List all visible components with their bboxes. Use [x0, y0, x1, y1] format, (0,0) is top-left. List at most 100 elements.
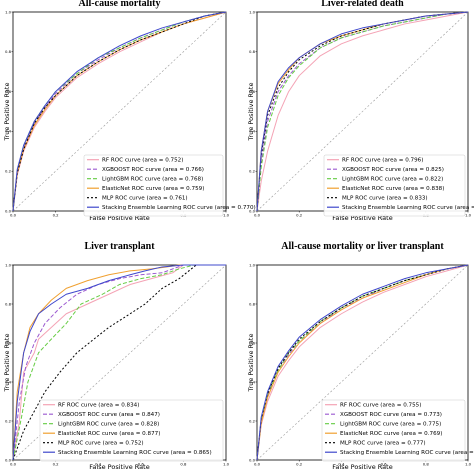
y-tick-label: 0.0 — [249, 208, 256, 213]
y-tick-label: 0.8 — [249, 49, 256, 54]
legend-entry: RF ROC curve (area = 0.834) — [58, 403, 139, 409]
y-tick-label: 0.0 — [5, 208, 12, 213]
roc-curve-series-2 — [256, 264, 469, 461]
y-tick-label: 1.0 — [5, 262, 12, 267]
x-axis-label: False Positive Rate — [332, 214, 392, 222]
legend-entry: XGBOOST ROC curve (area = 0.847) — [58, 412, 160, 418]
x-tick-label: 0.0 — [254, 213, 261, 218]
legend-entry: ElasticNet ROC curve (area = 0.877) — [58, 431, 160, 437]
x-tick-label: 0.2 — [296, 462, 303, 467]
y-axis-label: True Positive Rate — [3, 334, 11, 393]
x-axis-label: False Positive Rate — [89, 214, 149, 222]
roc-curve-series-6 — [256, 264, 469, 461]
legend-entry: RF ROC curve (area = 0.796) — [342, 158, 423, 164]
roc-curve-series-3 — [12, 264, 226, 461]
legend-entry: RF ROC curve (area = 0.752) — [102, 158, 183, 164]
y-tick-label: 0.6 — [249, 89, 256, 94]
y-tick-label: 0.2 — [249, 418, 256, 423]
y-tick-label: 0.4 — [5, 379, 12, 384]
roc-curve-series-2 — [12, 264, 226, 461]
y-tick-label: 1.0 — [5, 9, 12, 14]
y-axis-label: True Positive Rate — [247, 334, 255, 393]
x-tick-label: 1.0 — [223, 462, 230, 467]
roc-curve-series-1 — [256, 264, 469, 461]
legend-entry: MLP ROC curve (area = 0.752) — [58, 441, 144, 447]
y-axis-label: True Positive Rate — [247, 83, 255, 142]
chart-title: Liver transplant — [84, 241, 155, 252]
roc-curve-series-6 — [256, 11, 469, 212]
x-tick-label: 1.0 — [465, 462, 472, 467]
chart-title: All-cause mortality — [79, 0, 161, 9]
y-tick-label: 0.6 — [5, 340, 12, 345]
legend-entry: Stacking Ensemble Learning ROC curve (ar… — [58, 450, 212, 456]
y-tick-label: 0.8 — [249, 301, 256, 306]
x-axis-label: False Positive Rate — [332, 463, 392, 471]
y-axis-label: True Positive Rate — [3, 83, 11, 142]
x-tick-label: 0.8 — [180, 462, 187, 467]
roc-curve-series-4 — [12, 11, 227, 212]
chance-diagonal — [256, 11, 469, 212]
legend-entry: ElasticNet ROC curve (area = 0.838) — [342, 186, 444, 192]
legend-box — [321, 399, 466, 462]
x-tick-label: 0.2 — [53, 213, 60, 218]
x-tick-label: 0.0 — [254, 462, 261, 467]
legend-entry: XGBOOST ROC curve (area = 0.766) — [102, 167, 204, 173]
y-tick-label: 0.0 — [5, 457, 12, 462]
y-tick-label: 1.0 — [249, 262, 256, 267]
y-tick-label: 0.4 — [5, 129, 12, 134]
legend-entry: Stacking Ensemble Learning ROC curve (ar… — [340, 450, 474, 456]
legend-box — [83, 154, 224, 217]
legend-entry: ElasticNet ROC curve (area = 0.769) — [340, 431, 442, 437]
x-axis-label: False Positive Rate — [89, 463, 149, 471]
chart-panel-4: All-cause mortality or liver transplant 0… — [247, 241, 474, 471]
roc-curve-series-6 — [12, 264, 226, 461]
roc-curve-series-4 — [256, 264, 469, 461]
chart-title: Liver-related death — [321, 0, 404, 9]
y-tick-label: 0.2 — [5, 418, 12, 423]
legend-entry: RF ROC curve (area = 0.755) — [340, 403, 421, 409]
chart-panel-2: Liver-related death 0.0 0.2 0.4 0.6 0.8 1.0 0.0… — [247, 0, 474, 222]
y-tick-label: 0.2 — [5, 169, 12, 174]
y-tick-label: 0.0 — [249, 457, 256, 462]
roc-curve-series-3 — [256, 11, 469, 212]
x-tick-label: 0.2 — [296, 213, 303, 218]
chart-panel-3: Liver transplant 0.0 0.2 0.4 0.6 0.8 1.0 0.0 0.2… — [3, 241, 230, 471]
y-tick-label: 0.6 — [249, 340, 256, 345]
x-tick-label: 0.4 — [95, 462, 102, 467]
legend-entry: Stacking Ensemble Learning ROC curve (ar… — [342, 205, 474, 211]
chart-title: All-cause mortality or liver transplant — [281, 241, 444, 252]
x-tick-label: 0.0 — [10, 462, 17, 467]
roc-curve-series-1 — [256, 11, 469, 212]
legend-entry: LightGBM ROC curve (area = 0.828) — [58, 422, 159, 428]
legend-entry: MLP ROC curve (area = 0.777) — [340, 441, 426, 447]
x-tick-label: 0.4 — [338, 462, 345, 467]
legend-entry: MLP ROC curve (area = 0.833) — [342, 196, 428, 202]
y-tick-label: 0.8 — [5, 301, 12, 306]
y-tick-label: 0.6 — [5, 89, 12, 94]
legend-entry: Stacking Ensemble Learning ROC curve (ar… — [102, 205, 256, 211]
x-tick-label: 0.2 — [53, 462, 60, 467]
legend-entry: XGBOOST ROC curve (area = 0.825) — [342, 167, 444, 173]
y-tick-label: 0.2 — [249, 169, 256, 174]
x-tick-label: 0.8 — [423, 462, 430, 467]
x-tick-label: 1.0 — [465, 213, 472, 218]
legend-entry: ElasticNet ROC curve (area = 0.759) — [102, 186, 204, 192]
chance-diagonal — [12, 11, 227, 212]
x-tick-label: 1.0 — [223, 213, 230, 218]
x-tick-label: 0.0 — [10, 213, 17, 218]
legend-entry: XGBOOST ROC curve (area = 0.773) — [340, 412, 442, 418]
legend-entry: MLP ROC curve (area = 0.761) — [102, 196, 188, 202]
legend-entry: LightGBM ROC curve (area = 0.822) — [342, 177, 443, 183]
x-tick-label: 0.6 — [381, 462, 388, 467]
y-tick-label: 0.4 — [249, 379, 256, 384]
x-tick-label: 0.6 — [138, 462, 145, 467]
chart-panel-1: All-cause mortality 0.0 0.2 0.4 0.6 0.8 1.0 0.0… — [3, 0, 256, 222]
legend-entry: LightGBM ROC curve (area = 0.768) — [102, 177, 203, 183]
y-tick-label: 0.4 — [249, 129, 256, 134]
legend-entry: LightGBM ROC curve (area = 0.775) — [340, 422, 441, 428]
roc-curve-series-5 — [12, 264, 226, 461]
y-tick-label: 0.8 — [5, 49, 12, 54]
legend-box — [39, 399, 224, 462]
roc-curve-series-6 — [12, 11, 227, 212]
